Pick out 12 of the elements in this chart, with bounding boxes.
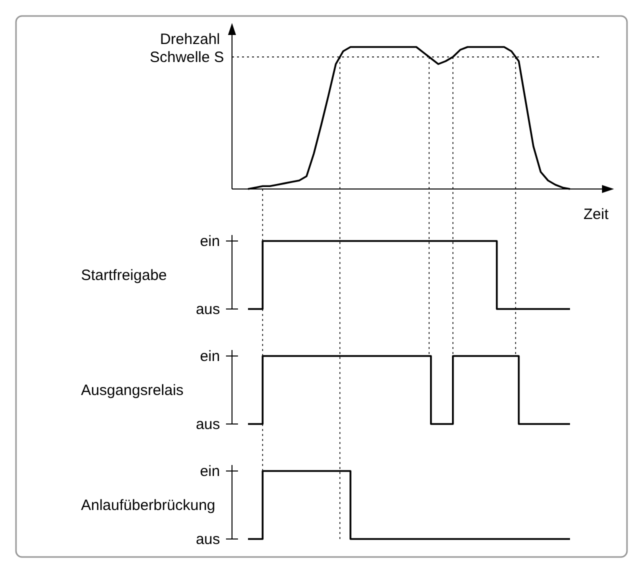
text: aus <box>196 531 220 548</box>
text: ein <box>200 463 220 480</box>
text: ein <box>200 348 220 365</box>
text: aus <box>196 301 220 318</box>
y-axis-title: Anlaufüberbrückung <box>81 497 216 514</box>
text: aus <box>196 416 220 433</box>
y-axis-title: Drehzahl <box>160 31 220 48</box>
ref-line-label: Schwelle S <box>150 48 224 66</box>
text: ein <box>200 233 220 250</box>
x-axis-title: Zeit <box>583 206 610 223</box>
y-axis-title: Ausgangsrelais <box>81 382 184 399</box>
y-axis-title: Startfreigabe <box>81 267 167 284</box>
